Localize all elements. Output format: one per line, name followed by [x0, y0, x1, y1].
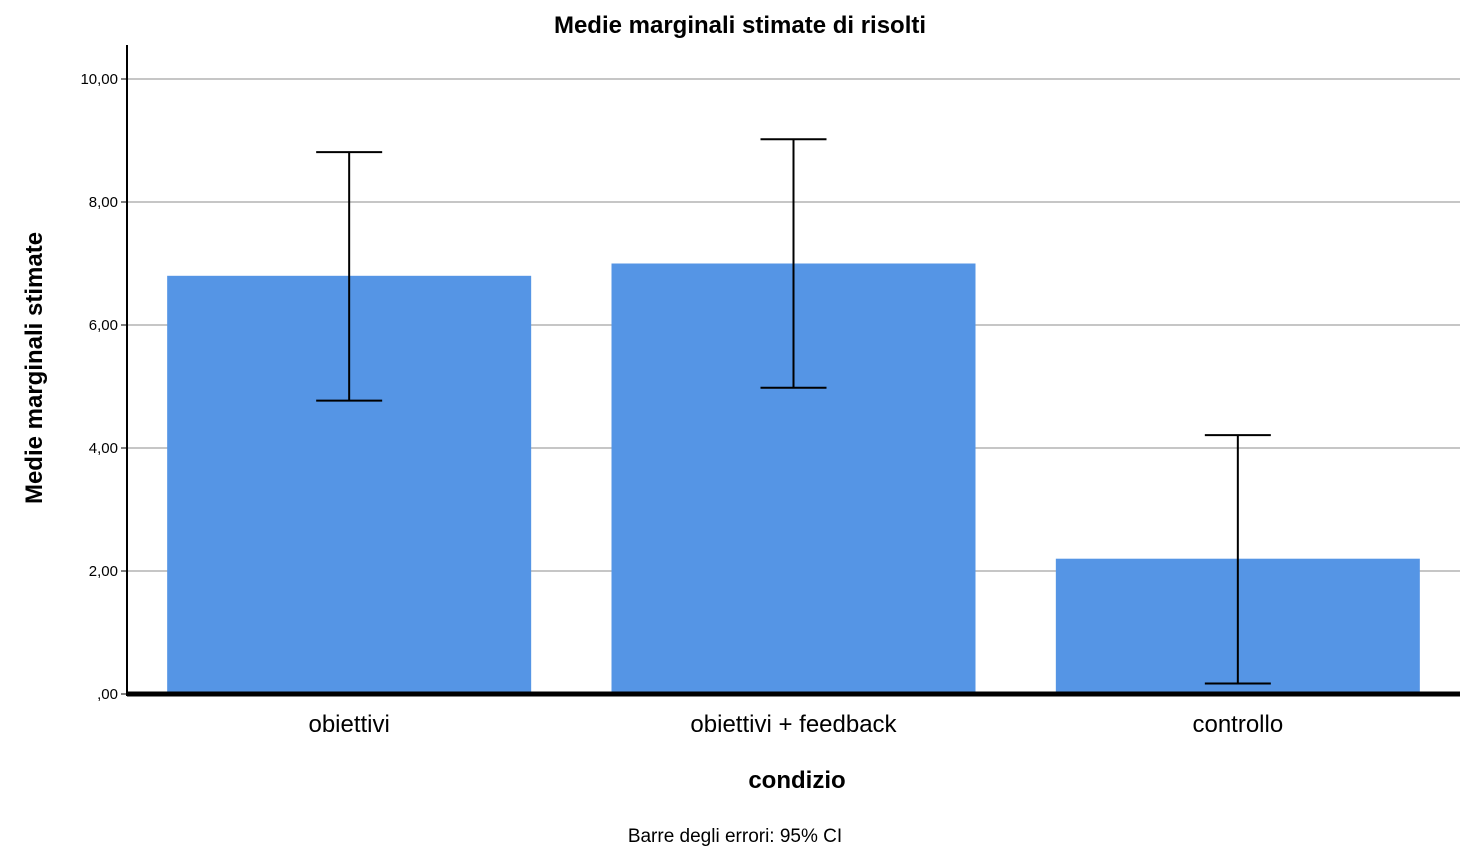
y-tick-label: 6,00	[89, 317, 118, 334]
y-tick-label: 8,00	[89, 194, 118, 211]
x-axis-title: condizio	[748, 767, 845, 794]
y-tick-labels: ,00 2,00 4,00 6,00 8,00 10,00	[80, 71, 127, 703]
y-tick-label: 2,00	[89, 563, 118, 580]
y-tick-label: ,00	[97, 686, 118, 703]
axis-layer	[126, 45, 1460, 697]
y-axis-title: Medie marginali stimate	[21, 232, 48, 504]
y-tick-label: 10,00	[80, 71, 118, 88]
x-tick-label: obiettivi + feedback	[690, 711, 897, 738]
chart-title: Medie marginali stimate di risolti	[554, 12, 926, 39]
error-bar-layer	[316, 138, 1271, 685]
error-bar-footnote: Barre degli errori: 95% CI	[628, 826, 842, 847]
x-tick-label: obiettivi	[308, 711, 389, 738]
x-tick-labels: obiettivi obiettivi + feedback controllo	[308, 711, 1283, 738]
x-tick-label: controllo	[1192, 711, 1283, 738]
y-tick-label: 4,00	[89, 440, 118, 457]
